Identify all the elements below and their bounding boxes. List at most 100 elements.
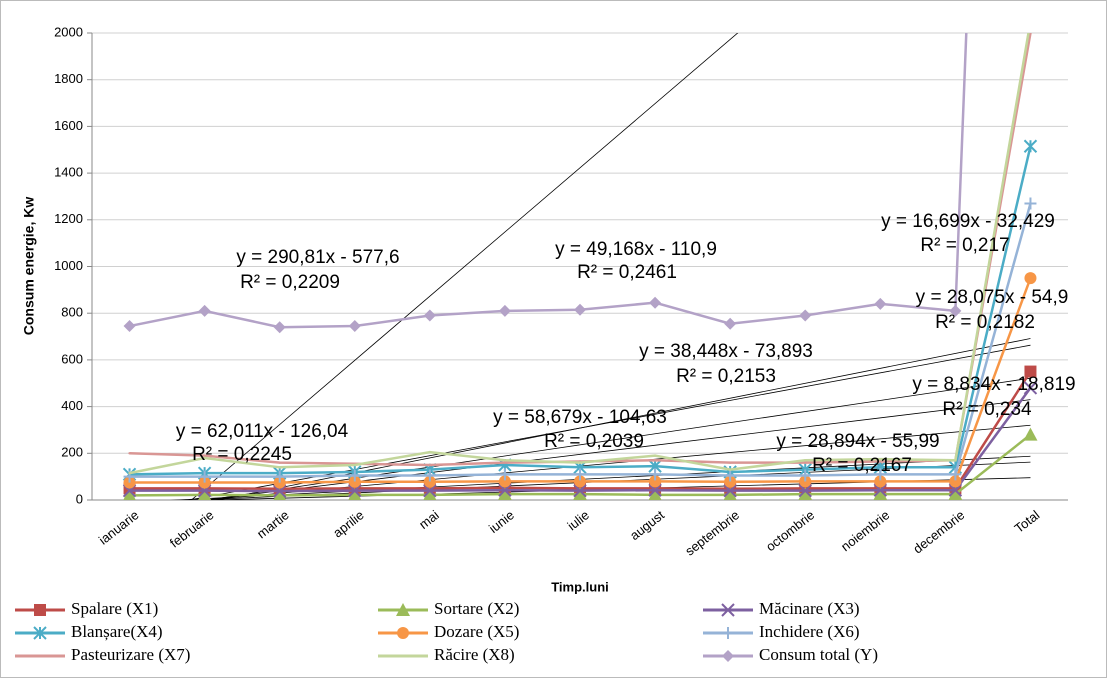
trendline-equation: y = 8,834x - 18,819 xyxy=(912,374,1075,395)
legend-label: Spalare (X1) xyxy=(71,599,158,618)
point xyxy=(128,452,131,455)
trendline-equation: R² = 0,2209 xyxy=(240,272,340,293)
marker xyxy=(874,468,887,481)
legend-label: Măcinare (X3) xyxy=(759,599,860,618)
marker xyxy=(198,470,211,483)
legend-label: Sortare (X2) xyxy=(434,599,519,618)
trendline-equation: y = 28,894x - 55,99 xyxy=(776,431,939,452)
marker xyxy=(798,487,813,500)
y-tick-label: 0 xyxy=(76,491,83,506)
point xyxy=(653,454,657,457)
marker xyxy=(498,475,511,488)
trendline-equation: R² = 0,217 xyxy=(920,235,1009,256)
y-tick-label: 400 xyxy=(61,398,83,413)
trendline-equation: R² = 0,2039 xyxy=(544,431,644,452)
y-tick-label: 1000 xyxy=(54,258,83,273)
marker xyxy=(423,475,436,488)
trendline-equation: y = 28,075x - 54,9 xyxy=(916,287,1069,308)
marker xyxy=(1023,427,1038,441)
marker xyxy=(1024,272,1037,285)
marker xyxy=(723,487,737,500)
point xyxy=(653,459,657,462)
marker xyxy=(498,483,512,497)
marker xyxy=(724,469,737,482)
marker xyxy=(34,604,46,616)
point xyxy=(804,461,807,464)
marker xyxy=(348,469,361,482)
marker xyxy=(423,469,436,482)
marker xyxy=(498,468,511,481)
trendline-equation: R² = 0,2245 xyxy=(192,444,292,465)
marker xyxy=(396,603,410,616)
trendline xyxy=(190,33,739,500)
marker xyxy=(348,487,362,500)
marker xyxy=(574,468,586,481)
y-tick-label: 1400 xyxy=(54,165,83,180)
marker xyxy=(573,483,587,498)
legend-label: Dozare (X5) xyxy=(434,622,519,641)
marker xyxy=(573,487,587,500)
marker xyxy=(648,483,662,497)
trendline-equation: y = 49,168x - 110,9 xyxy=(555,239,717,260)
marker xyxy=(574,303,586,316)
x-axis-label: Timp.luni xyxy=(551,579,609,594)
point xyxy=(428,450,432,454)
point xyxy=(879,460,882,463)
marker xyxy=(1024,365,1037,378)
point xyxy=(203,454,206,457)
point xyxy=(203,456,206,460)
point xyxy=(728,461,732,464)
marker xyxy=(272,484,287,498)
point xyxy=(503,459,507,462)
marker xyxy=(949,475,962,488)
y-tick-label: 2000 xyxy=(54,24,83,39)
point xyxy=(128,471,131,475)
plot-area xyxy=(122,33,1038,500)
y-axis-label: Consum energie, Kw xyxy=(21,197,37,336)
point xyxy=(503,461,507,464)
marker xyxy=(1023,381,1038,395)
point xyxy=(278,461,281,464)
legend-label: Blanșare(X4) xyxy=(71,622,163,641)
y-tick-label: 600 xyxy=(61,351,83,366)
marker xyxy=(724,317,737,330)
y-tick-label: 800 xyxy=(61,305,83,320)
legend-label: Consum total (Y) xyxy=(759,645,878,664)
marker xyxy=(724,475,737,488)
point xyxy=(728,468,732,471)
marker xyxy=(873,487,888,500)
marker xyxy=(498,487,512,500)
marker xyxy=(397,627,409,639)
trendline-equation: R² = 0,2182 xyxy=(935,312,1035,333)
marker xyxy=(123,320,136,333)
marker xyxy=(423,487,437,500)
marker xyxy=(198,304,211,317)
marker xyxy=(949,304,962,317)
trendline-equation: y = 58,679x - 104,63 xyxy=(493,407,667,428)
point xyxy=(1029,33,1032,35)
marker xyxy=(722,627,734,639)
legend-label: Inchidere (X6) xyxy=(759,622,860,641)
marker xyxy=(273,488,286,500)
marker xyxy=(874,475,887,488)
point xyxy=(954,459,957,462)
point xyxy=(578,461,582,464)
trendline-equation: y = 38,448x - 73,893 xyxy=(639,341,813,362)
marker xyxy=(198,487,212,500)
marker xyxy=(648,487,662,500)
point xyxy=(879,457,882,461)
marker xyxy=(1024,197,1037,210)
marker xyxy=(348,320,361,333)
marker xyxy=(798,483,812,498)
marker xyxy=(348,475,361,488)
point xyxy=(428,463,432,467)
trendline-equation: R² = 0,2153 xyxy=(676,366,776,387)
marker xyxy=(799,309,812,322)
y-tick-label: 200 xyxy=(61,445,83,460)
marker xyxy=(722,650,734,662)
marker xyxy=(949,468,962,481)
trendline-equation: y = 62,011x - 126,04 xyxy=(176,421,349,442)
marker xyxy=(123,488,136,500)
marker xyxy=(874,297,887,310)
